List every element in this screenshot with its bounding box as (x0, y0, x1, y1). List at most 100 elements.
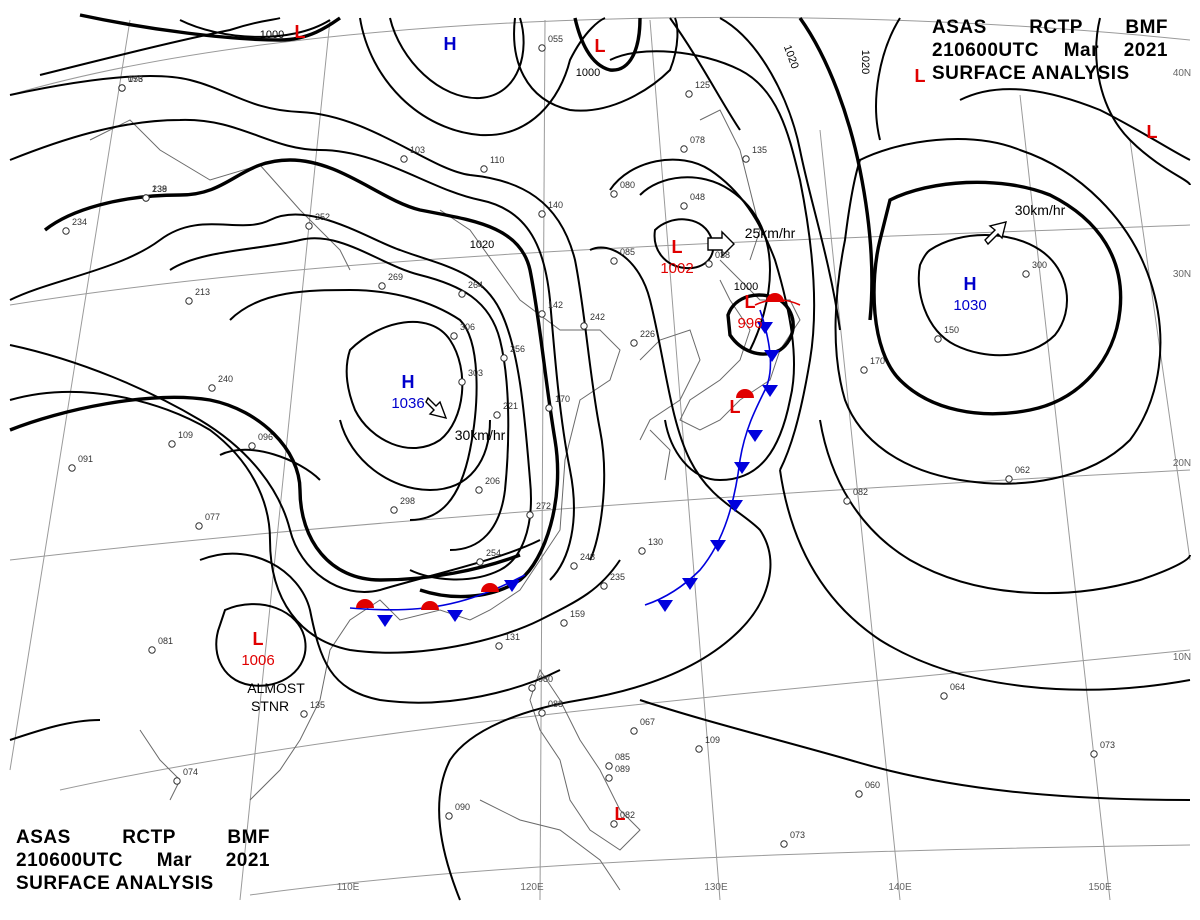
isobar-value-label: 1000 (734, 281, 758, 293)
station-plot: 213 (185, 287, 210, 305)
cold-front-triangle (762, 385, 778, 397)
station-circle-icon (860, 366, 868, 374)
station-circle-icon (450, 332, 458, 340)
station-circle-icon (545, 404, 553, 412)
station-circle-icon (638, 547, 646, 555)
longitude-label: 150E (1088, 882, 1112, 893)
center-pressure: 996 (737, 315, 762, 332)
station-circle-icon (695, 745, 703, 753)
cold-front-triangle (710, 540, 726, 552)
center-letter: H (444, 34, 457, 54)
station-circle-icon (62, 227, 70, 235)
station-pressure: 130 (648, 537, 663, 547)
station-circle-icon (538, 210, 546, 218)
station-plot: 125 (685, 80, 710, 98)
station-plot: 080 (528, 674, 553, 692)
station-plot: 038 (705, 250, 730, 268)
station-pressure: 048 (690, 192, 705, 202)
footer-line2-a: 210600UTC (16, 850, 123, 871)
station-pressure: 091 (78, 454, 93, 464)
station-pressure: 064 (950, 682, 965, 692)
station-pressure: 206 (485, 476, 500, 486)
chart-header-bottom: ASAS RCTP BMF 210600UTC Mar 2021 SURFACE ANA… (16, 826, 270, 895)
high-pressure-center: H 1030 (953, 274, 986, 314)
motion-speed-label: 25km/hr (745, 225, 796, 241)
station-plot: 109 (168, 430, 193, 448)
station-pressure: 080 (620, 180, 635, 190)
station-pressure: 234 (72, 217, 87, 227)
station-pressure: 272 (536, 501, 551, 511)
center-letter: L (730, 397, 741, 417)
station-plot: 140 (538, 200, 563, 218)
station-pressure: 082 (853, 487, 868, 497)
station-plot: 080 (610, 180, 635, 198)
latitude-label: 40N (1173, 68, 1191, 79)
station-circle-icon (685, 90, 693, 98)
station-circle-icon (445, 812, 453, 820)
station-pressure: 256 (510, 344, 525, 354)
station-pressure: 060 (865, 780, 880, 790)
station-circle-icon (526, 511, 534, 519)
station-pressure: 142 (548, 300, 563, 310)
station-pressure: 298 (400, 496, 415, 506)
station-pressure: 269 (388, 272, 403, 282)
station-pressure: 303 (468, 368, 483, 378)
footer-line1-c: BMF (227, 827, 270, 848)
station-circle-icon (173, 777, 181, 785)
chart-header-top: ASAS RCTP BMF 210600UTC Mar 2021 SURFACE ANA… (932, 16, 1168, 85)
station-plot: 082 (843, 487, 868, 505)
station-circle-icon (680, 202, 688, 210)
longitude-label: 120E (520, 882, 544, 893)
motion-arrows (425, 221, 1007, 420)
station-plot: 300 (1022, 260, 1047, 278)
station-circle-icon (400, 155, 408, 163)
station-pressure: 170 (870, 356, 885, 366)
station-plot: 103 (400, 145, 425, 163)
station-plot: 254 (476, 548, 501, 566)
station-pressure: 080 (538, 674, 553, 684)
station-circle-icon (148, 646, 156, 654)
station-plot: 090 (445, 802, 470, 820)
station-plot: 131 (495, 632, 520, 650)
station-circle-icon (168, 440, 176, 448)
station-pressure: 062 (1015, 465, 1030, 475)
station-pressure: 055 (548, 34, 563, 44)
motion-arrow-icon (984, 221, 1007, 246)
station-plot: 240 (208, 374, 233, 392)
motion-speed-label: 30km/hr (1015, 202, 1066, 218)
station-plot: 142 (538, 300, 563, 318)
center-letter: L (672, 237, 683, 257)
cold-front (644, 309, 772, 606)
station-plot: 077 (195, 512, 220, 530)
station-pressure: 038 (715, 250, 730, 260)
header-line2-b: Mar (1063, 40, 1099, 61)
cold-front-triangle (657, 600, 673, 612)
motion-speed-label: 30km/hr (455, 427, 506, 443)
station-circle-icon (68, 464, 76, 472)
station-pressure: 213 (195, 287, 210, 297)
station-pressure: 248 (580, 552, 595, 562)
station-pressure: 110 (490, 155, 504, 165)
map-labels: 25km/hr 30km/hr 30km/hr 1000 1000 1020 1020 102… (260, 29, 1191, 893)
station-circle-icon (605, 762, 613, 770)
footer-line2-c: 2021 (225, 850, 270, 871)
center-letter: L (1147, 122, 1158, 142)
station-plot: 226 (630, 329, 655, 347)
low-pressure-center: L 996 (737, 292, 762, 332)
station-plot: 048 (680, 192, 705, 210)
coastlines (89, 109, 801, 891)
warm-front-semicircle (481, 583, 499, 592)
station-pressure: 131 (505, 632, 520, 642)
station-circle-icon (610, 257, 618, 265)
station-circle-icon (570, 562, 578, 570)
station-pressure: 221 (503, 401, 518, 411)
station-circle-icon (610, 820, 618, 828)
station-pressure: 090 (455, 802, 470, 812)
station-circle-icon (476, 558, 484, 566)
station-circle-icon (390, 506, 398, 514)
station-circle-icon (1005, 475, 1013, 483)
low-pressure-center: L 1006 ALMOST STNR (241, 629, 305, 714)
cold-front-triangle (447, 610, 463, 622)
station-circle-icon (118, 84, 126, 92)
station-circle-icon (560, 619, 568, 627)
